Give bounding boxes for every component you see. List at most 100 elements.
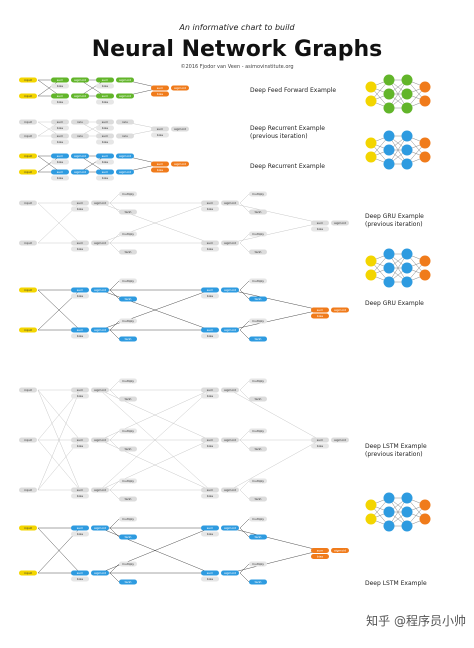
- node-label: input: [24, 154, 33, 158]
- gate-link: [239, 439, 250, 450]
- node-pill: [71, 525, 89, 531]
- node-pill: [91, 200, 109, 206]
- node-label: sigmoid: [119, 170, 131, 174]
- node-pill: [96, 153, 114, 159]
- node-label: sigmoid: [119, 154, 131, 158]
- node-label: sigmoid: [224, 328, 236, 332]
- node-label: bias: [317, 555, 324, 559]
- gate-link: [109, 233, 120, 244]
- node-label: bias: [157, 168, 164, 172]
- node-label: sigmoid: [119, 78, 131, 82]
- gate-link: [239, 380, 250, 391]
- connection: [37, 79, 61, 97]
- gate-link: [109, 202, 120, 213]
- node-pill: [119, 561, 137, 567]
- node-label: sigmoid: [74, 154, 86, 158]
- node-pill: [201, 200, 219, 206]
- node-pill: [331, 437, 349, 443]
- node-pill: [151, 91, 169, 97]
- node-label: sigmoid: [224, 201, 236, 205]
- node-pill: [71, 93, 89, 99]
- node-label: multiply: [252, 517, 264, 521]
- node-pill: [96, 159, 114, 165]
- node-label: bias: [57, 140, 64, 144]
- icon-node: [383, 102, 395, 114]
- node-pill: [71, 240, 89, 246]
- node-pill: [201, 493, 219, 499]
- node-pill: [71, 77, 89, 83]
- node-pill: [19, 200, 37, 206]
- node-pill: [19, 437, 37, 443]
- node-pill: [151, 167, 169, 173]
- node-label: bias: [57, 176, 64, 180]
- gate-link: [109, 289, 120, 300]
- node-label: multiply: [252, 192, 264, 196]
- example-label: (previous iteration): [250, 133, 308, 140]
- icon-node: [401, 276, 413, 288]
- node-label: multiply: [122, 429, 134, 433]
- node-pill: [116, 133, 134, 139]
- node-label: bias: [77, 444, 84, 448]
- node-label: sum: [102, 94, 108, 98]
- node-pill: [71, 293, 89, 299]
- node-label: multiply: [252, 279, 264, 283]
- node-label: bias: [77, 334, 84, 338]
- node-label: multiply: [122, 562, 134, 566]
- node-pill: [51, 153, 69, 159]
- node-label: bias: [207, 247, 214, 251]
- node-pill: [96, 139, 114, 145]
- node-pill: [119, 278, 137, 284]
- node-pill: [201, 525, 219, 531]
- node-label: sum: [77, 201, 83, 205]
- node-label: tanh: [255, 337, 262, 341]
- node-label: sum: [317, 221, 323, 225]
- connection: [229, 550, 321, 574]
- node-label: sigmoid: [224, 571, 236, 575]
- node-pill: [119, 249, 137, 255]
- node-label: tanh: [125, 447, 132, 451]
- node-label: multiply: [122, 232, 134, 236]
- node-pill: [51, 99, 69, 105]
- node-pill: [116, 119, 134, 125]
- node-label: sum: [317, 438, 323, 442]
- icon-edge: [388, 135, 408, 165]
- node-pill: [116, 77, 134, 83]
- node-pill: [119, 191, 137, 197]
- node-label: sum: [77, 571, 83, 575]
- node-label: input: [24, 78, 33, 82]
- node-pill: [221, 240, 239, 246]
- gate-link: [239, 289, 250, 300]
- icon-node: [365, 499, 377, 511]
- node-label: bias: [102, 176, 109, 180]
- icon-node: [401, 102, 413, 114]
- gate-link: [239, 572, 250, 583]
- connection: [229, 439, 321, 491]
- gate-link: [109, 572, 120, 583]
- node-pill: [119, 396, 137, 402]
- node-pill: [119, 579, 137, 585]
- node-pill: [71, 443, 89, 449]
- gate-link: [239, 480, 250, 491]
- node-label: multiply: [252, 319, 264, 323]
- node-pill: [71, 246, 89, 252]
- node-pill: [91, 525, 109, 531]
- kicker: An informative chart to build: [178, 23, 295, 32]
- node-pill: [71, 576, 89, 582]
- node-pill: [19, 240, 37, 246]
- icon-node: [365, 513, 377, 525]
- node-pill: [51, 175, 69, 181]
- node-label: multiply: [252, 479, 264, 483]
- node-pill: [19, 327, 37, 333]
- example-label: Deep LSTM Example: [365, 443, 427, 450]
- gate-link: [109, 329, 120, 340]
- node-pill: [71, 287, 89, 293]
- node-pill: [119, 378, 137, 384]
- gate-link: [109, 193, 120, 204]
- node-label: bias: [157, 92, 164, 96]
- icon-node: [419, 81, 431, 93]
- node-label: input: [24, 388, 33, 392]
- node-pill: [311, 226, 329, 232]
- node-pill: [331, 307, 349, 313]
- icon-node: [419, 255, 431, 267]
